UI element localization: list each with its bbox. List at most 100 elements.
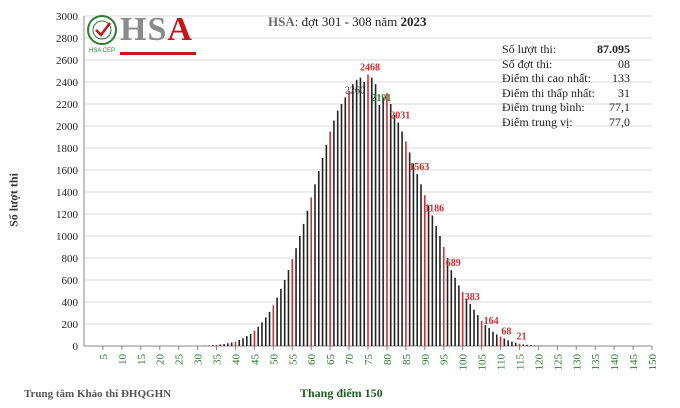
histogram-bar <box>431 215 434 346</box>
histogram-bar <box>378 104 381 347</box>
histogram-bar <box>522 344 525 346</box>
x-tick-label: 60 <box>306 354 318 366</box>
y-tick-label: 2200 <box>56 99 79 111</box>
histogram-bar <box>503 338 506 346</box>
histogram-bar <box>299 236 301 346</box>
stat-row-median: Điểm trung vị: 77,0 <box>502 114 630 129</box>
histogram-bar <box>484 325 487 346</box>
histogram-bar <box>469 303 472 346</box>
hsa-logo: HSA CEP HSA <box>86 8 196 56</box>
x-tick-label: 40 <box>230 354 242 366</box>
histogram-bar <box>211 345 214 346</box>
histogram-bar <box>393 115 396 346</box>
x-tick-label: 25 <box>174 354 186 366</box>
histogram-bar <box>359 77 362 346</box>
histogram-bar <box>223 344 225 346</box>
logo-badge-text: HSA CEP <box>89 48 115 54</box>
histogram-bar <box>526 344 528 346</box>
x-tick-label: 5 <box>98 354 110 360</box>
histogram-bar <box>442 247 445 346</box>
histogram-bar <box>530 345 532 346</box>
histogram-bar <box>272 305 275 346</box>
histogram-bar <box>511 341 513 346</box>
x-tick-label: 95 <box>439 354 451 366</box>
y-tick-label: 200 <box>62 319 79 331</box>
footer-source: Trung tâm Khảo thí ĐHQGHN <box>24 388 172 400</box>
histogram-bar <box>336 110 339 346</box>
data-label: 21 <box>516 332 526 343</box>
y-tick-label: 1200 <box>56 209 79 221</box>
data-label: 1563 <box>409 162 429 173</box>
data-label: 1186 <box>425 204 444 215</box>
histogram-bar <box>295 248 297 346</box>
histogram-bar <box>291 259 294 346</box>
histogram-bar <box>408 152 411 346</box>
histogram-bar <box>230 342 233 346</box>
hsa-seal-icon: HSA CEP <box>87 15 117 54</box>
x-tick-label: 115 <box>514 354 526 371</box>
y-tick-label: 2000 <box>56 121 79 133</box>
y-tick-label: 0 <box>73 341 79 353</box>
logo-underline <box>120 52 196 55</box>
x-tick-label: 125 <box>552 354 564 371</box>
histogram-bar <box>317 171 320 346</box>
x-tick-label: 35 <box>212 354 224 366</box>
histogram-bar <box>314 184 316 346</box>
logo-wordmark: HSA <box>120 11 193 48</box>
x-tick-label: 145 <box>628 354 640 371</box>
x-tick-label: 105 <box>477 354 489 371</box>
y-axis-label: Số lượt thi <box>6 173 21 227</box>
stat-row-max: Điểm thi cao nhất: 133 <box>502 71 630 85</box>
histogram-bar <box>533 345 536 346</box>
histogram-bar <box>355 79 358 347</box>
histogram-bar <box>382 97 384 347</box>
histogram-bar <box>321 157 324 346</box>
x-tick-label: 85 <box>401 354 413 366</box>
histogram-bar <box>344 97 347 347</box>
y-tick-label: 2400 <box>56 77 79 89</box>
histogram-bar <box>427 205 430 346</box>
title-rest: : đợt 301 - 308 năm <box>294 14 401 29</box>
histogram-bar <box>477 315 479 346</box>
stat-row-count: Số lượt thi: 87.095 <box>502 42 630 56</box>
histogram-bar <box>424 195 426 346</box>
y-tick-label: 400 <box>62 297 79 309</box>
histogram-bar <box>208 345 210 346</box>
x-tick-label: 10 <box>117 354 129 366</box>
histogram-bar <box>488 327 490 346</box>
x-tick-label: 150 <box>647 354 659 371</box>
histogram-bar <box>374 84 377 346</box>
histogram-bar <box>401 131 403 346</box>
histogram-bar <box>325 144 328 346</box>
histogram-bar <box>386 93 388 346</box>
histogram-bar <box>276 297 278 346</box>
x-tick-label: 55 <box>287 354 299 366</box>
histogram-bar <box>495 334 498 346</box>
x-tick-label: 80 <box>382 354 394 366</box>
histogram-bar <box>370 77 373 346</box>
x-axis-label: Thang điểm 150 <box>300 386 383 400</box>
x-tick-label: 45 <box>249 354 261 366</box>
y-tick-label: 2800 <box>56 33 79 45</box>
x-tick-label: 50 <box>268 354 280 366</box>
histogram-bar <box>363 82 366 346</box>
y-tick-label: 600 <box>62 275 79 287</box>
histogram-bar <box>310 197 312 346</box>
histogram-bar <box>227 343 229 346</box>
histogram-bar <box>514 342 517 346</box>
data-label: 2031 <box>390 111 410 122</box>
x-tick-label: 20 <box>155 354 167 366</box>
y-tick-label: 1000 <box>56 231 79 243</box>
histogram-bar <box>257 326 259 346</box>
x-tick-label: 70 <box>344 354 356 366</box>
histogram-bar <box>329 131 331 346</box>
histogram-bar <box>242 338 244 346</box>
y-tick-label: 1800 <box>56 143 79 155</box>
histogram-bar <box>333 120 335 346</box>
data-label: 2468 <box>360 63 380 74</box>
y-tick-label: 800 <box>62 253 79 265</box>
data-label: 383 <box>465 292 480 303</box>
histogram-bar <box>454 277 456 346</box>
histogram-bar <box>397 122 400 346</box>
